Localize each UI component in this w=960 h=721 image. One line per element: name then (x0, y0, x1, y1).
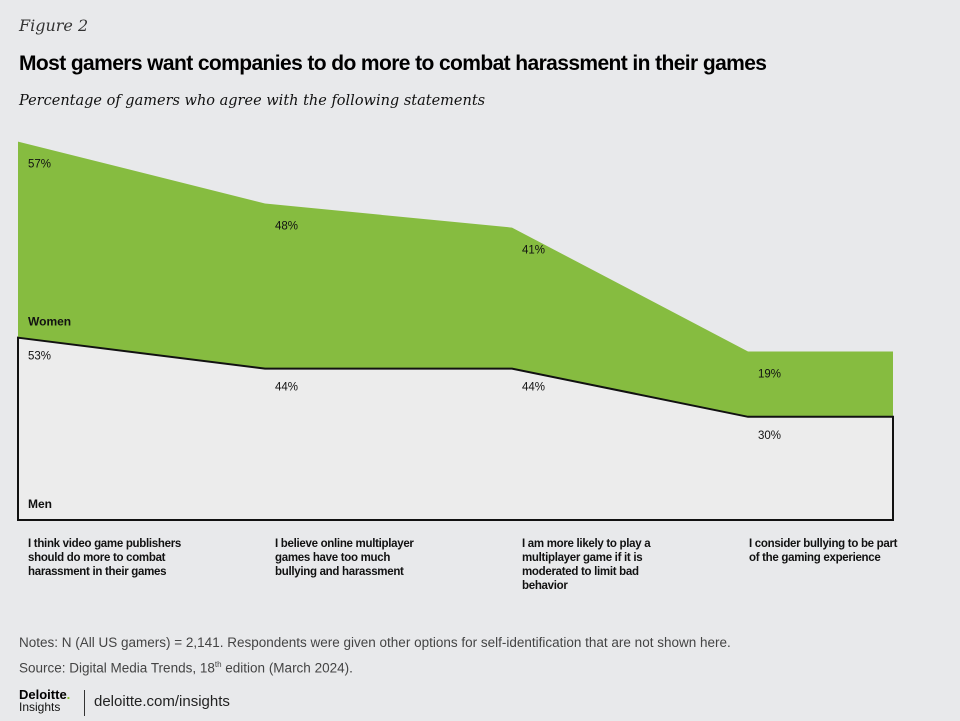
men-series-label: Men (28, 497, 52, 511)
category-label: I think video game publishers should do … (28, 538, 181, 578)
source-text: Source: Digital Media Trends, 18th editi… (19, 660, 353, 676)
site-link[interactable]: deloitte.com/insights (94, 693, 230, 710)
women-series-label: Women (28, 315, 71, 329)
category-label: I am more likely to play a multiplayer g… (522, 538, 651, 592)
men-area (17, 336, 894, 521)
divider (84, 690, 85, 716)
chart-subtitle: Percentage of gamers who agree with the … (19, 93, 486, 109)
women-value-label: 57% (28, 159, 51, 171)
category-label: I consider bullying to be part of the ga… (749, 538, 898, 564)
women-value-label: 19% (758, 368, 781, 380)
men-value-label: 44% (275, 382, 298, 394)
men-value-label: 30% (758, 430, 781, 442)
women-area (18, 141, 893, 417)
figure-label: Figure 2 (19, 16, 89, 35)
deloitte-logo: Deloitte. Insights (19, 687, 71, 714)
men-value-label: 44% (522, 382, 545, 394)
men-value-label: 53% (28, 351, 51, 363)
notes: Notes: N (All US gamers) = 2,141. Respon… (19, 632, 731, 680)
women-value-label: 48% (275, 221, 298, 233)
women-value-label: 41% (522, 245, 545, 257)
chart-title: Most gamers want companies to do more to… (19, 52, 767, 75)
category-label: I believe online multiplayer games have … (275, 538, 414, 578)
notes-text: Notes: N (All US gamers) = 2,141. Respon… (19, 635, 731, 650)
